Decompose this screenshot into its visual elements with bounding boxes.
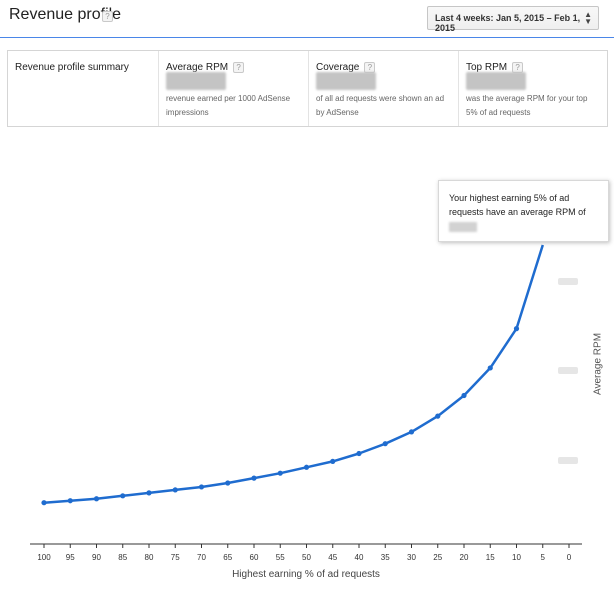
metric-name: Coverage [316,62,360,74]
metric-description: impressions [166,108,209,117]
y-axis-label: Average RPM [592,332,604,396]
help-icon[interactable]: ? [233,62,245,73]
data-point [172,487,178,493]
data-point [461,392,467,399]
up-down-arrows-icon: ▲ ▼ [584,10,592,26]
revenue-line [43,244,544,504]
data-point [67,498,73,504]
x-tick-label: 95 [66,553,75,562]
revenue-profile-summary: Revenue profile summary Average RPM? rev… [7,50,608,127]
data-point [303,464,310,470]
metric-top-rpm: Top RPM? was the average RPM for your to… [458,51,608,126]
y-tick-label-redacted [558,457,578,464]
help-icon[interactable]: ? [102,11,113,22]
x-tick-label: 50 [302,553,311,562]
x-tick-label: 15 [486,553,495,562]
x-tick-label: 45 [328,553,337,562]
tooltip-text: Your highest earning 5% of ad requests h… [449,193,586,217]
page-title: Revenue profile [9,6,122,23]
data-point [356,450,362,457]
metric-description: 5% of ad requests [466,108,531,117]
x-tick-label: 35 [381,553,390,562]
x-tick-label: 75 [171,553,180,562]
x-tick-label: 30 [407,553,416,562]
x-tick-label: 85 [118,553,127,562]
metric-value-redacted [316,72,376,90]
x-tick-label: 10 [512,553,521,562]
x-tick-label: 65 [223,553,232,562]
data-point [41,500,47,506]
x-tick-label: 70 [197,553,206,562]
data-point [198,484,205,490]
metric-description: of all ad requests were shown an ad [316,94,445,103]
data-point [513,326,520,332]
x-axis-label: Highest earning % of ad requests [232,569,380,580]
page-header: Revenue profile ? Last 4 weeks: Jan 5, 2… [0,0,614,38]
x-tick-label: 20 [460,553,469,562]
metric-name: Average RPM [166,62,229,74]
chart-plot: 100 95 90 85 80 75 70 65 60 55 50 45 40 35 30 25 20 15 10 5… [30,244,582,562]
date-range-select[interactable]: Last 4 weeks: Jan 5, 2015 – Feb 1, 2015 … [427,6,599,33]
metric-name: Top RPM [466,62,508,74]
y-tick-label-redacted [558,367,578,374]
metric-description: was the average RPM for your top [466,94,588,103]
data-point [146,490,152,496]
chart-tooltip: Your highest earning 5% of ad requests h… [438,180,609,242]
data-point [408,429,415,435]
tooltip-value-redacted [449,221,477,232]
y-tick-label-redacted [558,278,578,285]
metric-description: by AdSense [316,108,359,117]
date-range-label: Last 4 weeks: Jan 5, 2015 – Feb 1, 2015 [435,13,581,33]
x-tick-label: 5 [541,553,546,562]
data-point [435,413,441,419]
x-tick-label: 25 [433,553,442,562]
metric-coverage: Coverage? of all ad requests were shown … [308,51,458,126]
x-tick-label: 60 [250,553,259,562]
x-tick-label: 90 [92,553,101,562]
x-tick-label: 80 [145,553,154,562]
data-point [120,493,126,499]
data-point [382,441,388,447]
revenue-profile-chart: 100 95 90 85 80 75 70 65 60 55 50 45 40 35 30 25 20 15 10 5… [0,140,614,589]
data-point [93,496,100,502]
data-point [277,470,283,476]
data-point [225,480,231,486]
x-tick-label: 40 [355,553,364,562]
x-tick-label: 100 [37,553,51,562]
x-tick-label: 55 [276,553,285,562]
x-tick-label: 0 [567,553,572,562]
metric-description: revenue earned per 1000 AdSense [166,94,291,103]
data-point [251,475,257,481]
data-point [330,458,336,464]
metric-value-redacted [166,72,226,90]
metric-average-rpm: Average RPM? revenue earned per 1000 AdS… [158,51,308,126]
summary-label: Revenue profile summary [15,62,129,73]
data-point [487,365,493,371]
metric-value-redacted [466,72,526,90]
